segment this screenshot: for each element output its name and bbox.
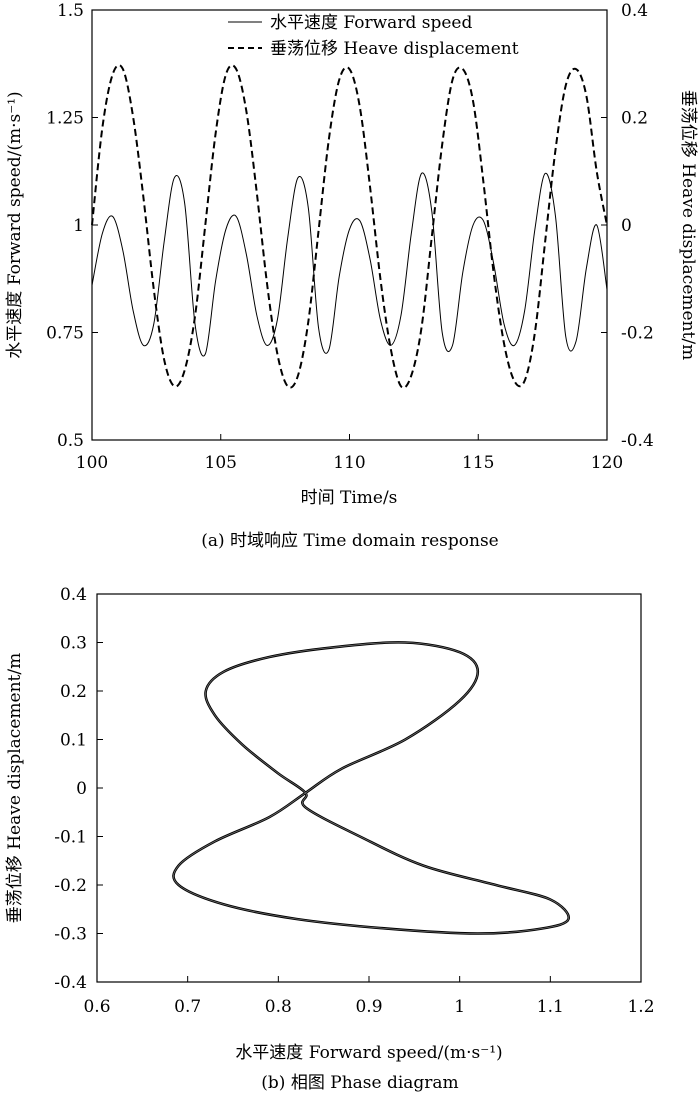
- panel-a-left-y-axis-label: 水平速度 Forward speed/(m·s⁻¹): [5, 91, 25, 358]
- series-line-forward-speed: [91, 172, 608, 357]
- right-y-tick-label: -0.4: [621, 431, 654, 451]
- panel-b: 0.6 0.7 0.8 0.9 1 1.1 1.2 0.4 0.3 0.2 0.1 0 -0.1 -0.…: [5, 585, 655, 1093]
- panel-b-y-axis-label: 垂荡位移 Heave displacement/m: [5, 653, 25, 923]
- right-y-tick-label: -0.2: [621, 324, 654, 344]
- x-tick-label: 110: [333, 453, 365, 473]
- right-y-tick-label: 0.2: [621, 109, 648, 129]
- y-tick-label: 0.2: [60, 682, 87, 702]
- panel-a-right-y-axis-label: 垂荡位移 Heave displacement/m: [678, 90, 698, 360]
- y-tick-label: 0.3: [60, 634, 87, 654]
- panel-a-caption: (a) 时域响应 Time domain response: [201, 531, 499, 551]
- x-tick-label: 105: [205, 453, 237, 473]
- right-y-tick-label: 0.4: [621, 1, 648, 21]
- phase-loop-line: [172, 641, 570, 935]
- y-tick-label: 0: [76, 779, 87, 799]
- left-y-tick-label: 0.75: [46, 324, 84, 344]
- x-tick-label: 0.8: [265, 997, 292, 1017]
- panel-b-x-axis-label: 水平速度 Forward speed/(m·s⁻¹): [235, 1043, 502, 1063]
- x-tick-label: 100: [76, 453, 108, 473]
- legend-label-heave-displacement: 垂荡位移 Heave displacement: [270, 39, 519, 59]
- panel-b-caption: (b) 相图 Phase diagram: [261, 1073, 458, 1093]
- y-tick-label: -0.2: [54, 876, 87, 896]
- panel-a-right-y-ticks: -0.4 -0.2 0 0.2 0.4: [601, 1, 654, 451]
- phase-loop-inner-trace: [173, 641, 570, 934]
- y-tick-label: -0.4: [54, 973, 87, 993]
- left-y-tick-label: 1.25: [46, 109, 84, 129]
- y-tick-label: 0.1: [60, 731, 87, 751]
- panel-a-x-ticks: 100 105 110 115 120: [76, 434, 623, 473]
- panel-a-legend: 水平速度 Forward speed 垂荡位移 Heave displaceme…: [228, 13, 519, 59]
- panel-b-x-ticks: 0.6 0.7 0.8 0.9 1 1.1 1.2: [83, 976, 655, 1017]
- left-y-tick-label: 0.5: [57, 431, 84, 451]
- x-tick-label: 0.7: [174, 997, 201, 1017]
- panel-a-x-axis-label: 时间 Time/s: [301, 488, 398, 508]
- x-tick-label: 115: [462, 453, 494, 473]
- panel-b-phase-loop: [172, 641, 570, 935]
- y-tick-label: 0.4: [60, 585, 87, 605]
- y-tick-label: -0.3: [54, 925, 87, 945]
- x-tick-label: 0.9: [355, 997, 382, 1017]
- panel-a: 100 105 110 115 120 0.5 0.75 1 1.25 1.5 -0.4 -0.2…: [5, 1, 698, 551]
- x-tick-label: 1.1: [537, 997, 564, 1017]
- y-tick-label: -0.1: [54, 828, 87, 848]
- series-line-heave-displacement: [91, 64, 608, 389]
- legend-label-forward-speed: 水平速度 Forward speed: [270, 13, 472, 33]
- left-y-tick-label: 1: [73, 216, 84, 236]
- x-tick-label: 1.2: [627, 997, 654, 1017]
- right-y-tick-label: 0: [621, 216, 632, 236]
- left-y-tick-label: 1.5: [57, 1, 84, 21]
- panel-a-series-lines: [91, 64, 608, 389]
- x-tick-label: 1: [454, 997, 465, 1017]
- x-tick-label: 0.6: [83, 997, 110, 1017]
- panel-a-left-y-ticks: 0.5 0.75 1 1.25 1.5: [46, 1, 98, 451]
- x-tick-label: 120: [591, 453, 623, 473]
- panel-b-y-ticks: 0.4 0.3 0.2 0.1 0 -0.1 -0.2 -0.3 -0.4: [54, 585, 103, 993]
